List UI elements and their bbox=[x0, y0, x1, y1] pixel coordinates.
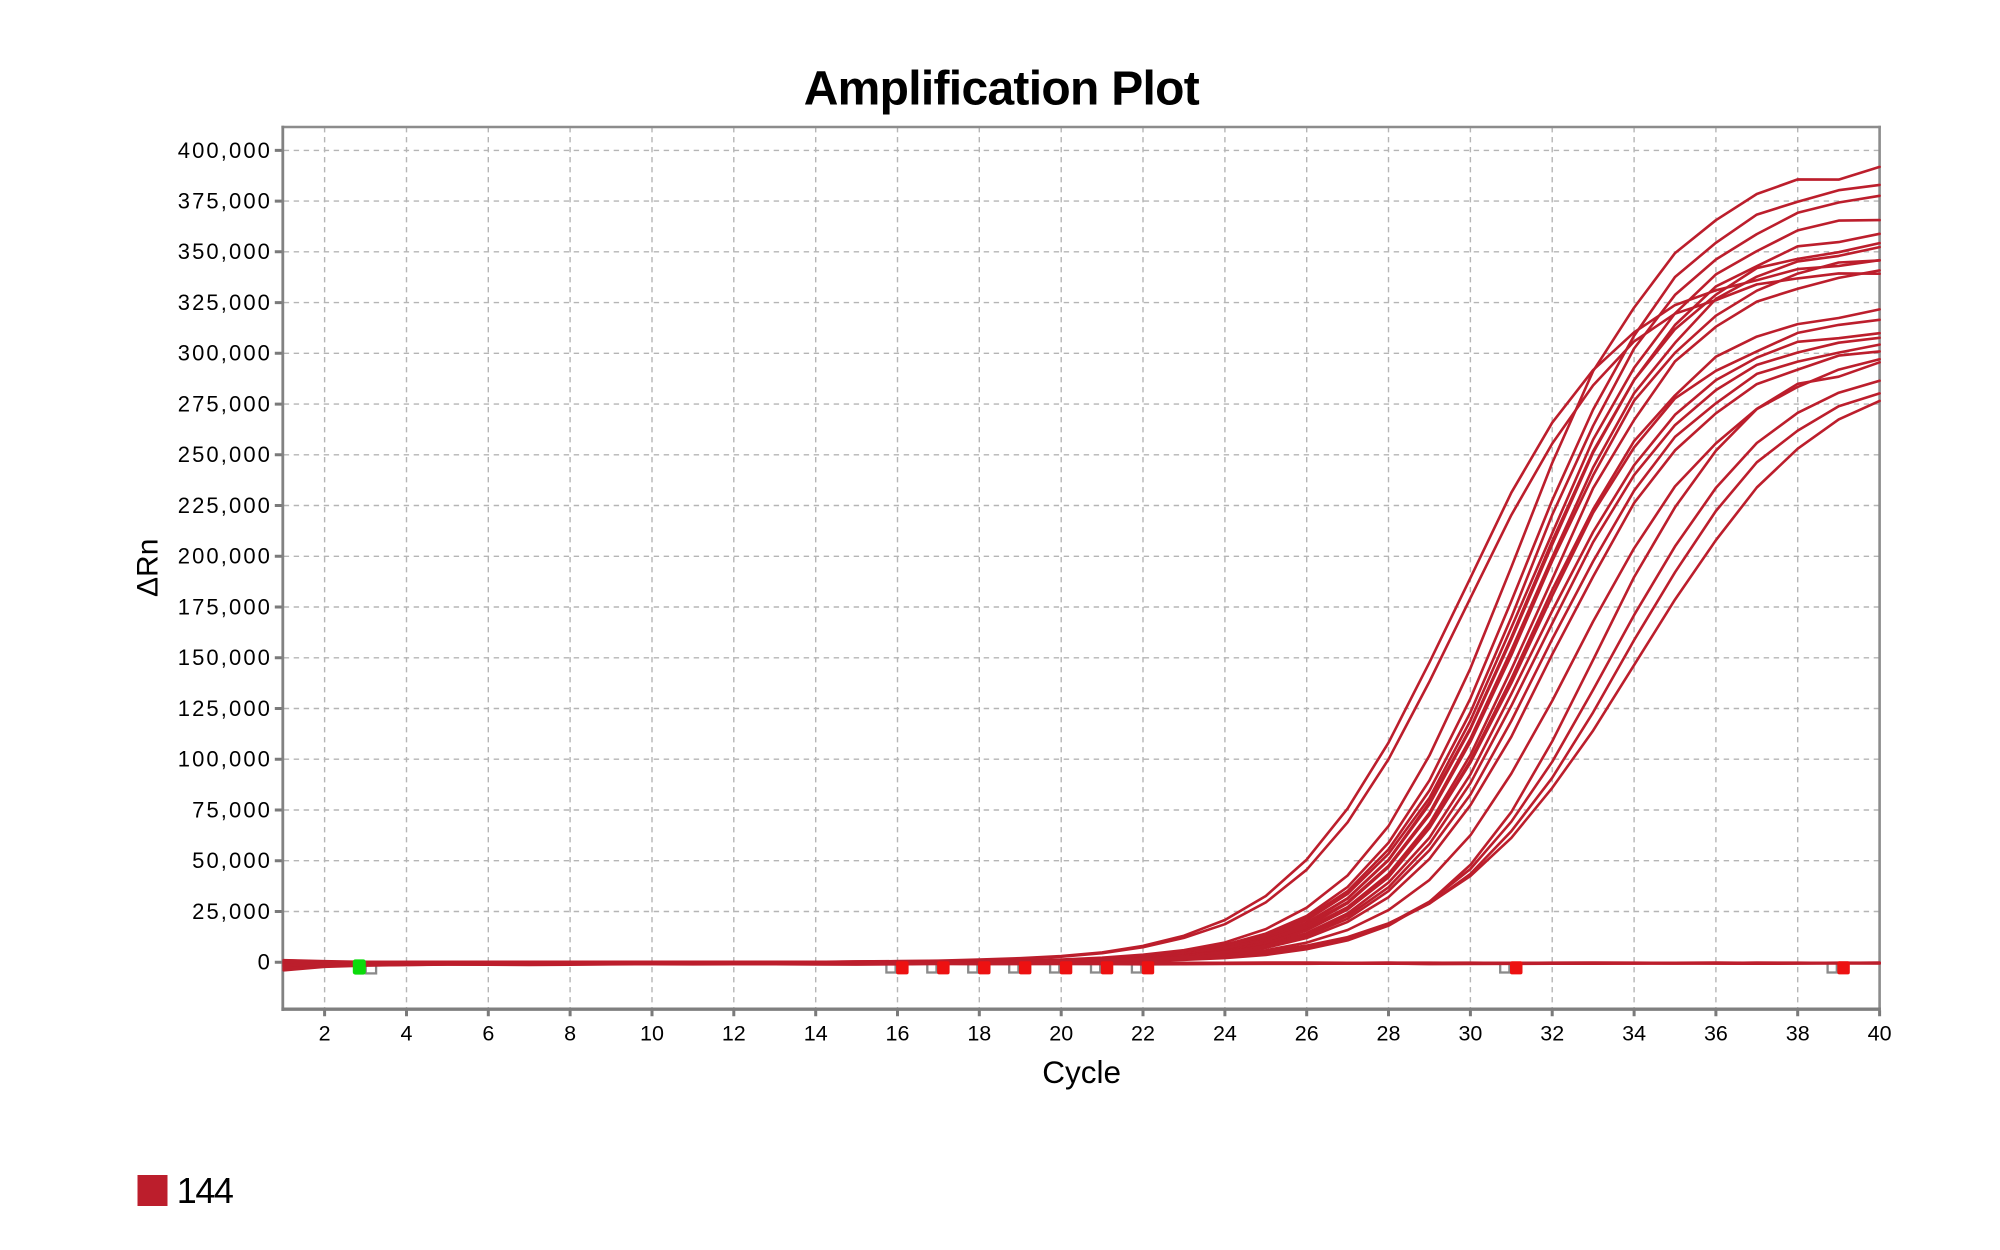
svg-text:2: 2 bbox=[319, 1022, 331, 1046]
svg-text:325,000: 325,000 bbox=[178, 290, 272, 315]
svg-text:32: 32 bbox=[1540, 1022, 1564, 1046]
svg-text:18: 18 bbox=[967, 1022, 991, 1046]
svg-text:40: 40 bbox=[1868, 1022, 1892, 1046]
svg-text:ΔRn: ΔRn bbox=[132, 539, 165, 597]
svg-text:34: 34 bbox=[1622, 1022, 1646, 1046]
svg-text:6: 6 bbox=[482, 1022, 494, 1046]
svg-text:24: 24 bbox=[1213, 1022, 1237, 1046]
svg-text:75,000: 75,000 bbox=[192, 797, 272, 822]
svg-text:100,000: 100,000 bbox=[178, 747, 272, 772]
svg-text:144: 144 bbox=[177, 1170, 233, 1211]
svg-text:20: 20 bbox=[1049, 1022, 1073, 1046]
svg-text:Cycle: Cycle bbox=[1042, 1054, 1121, 1090]
svg-text:300,000: 300,000 bbox=[178, 341, 272, 366]
svg-text:8: 8 bbox=[564, 1022, 576, 1046]
svg-text:4: 4 bbox=[401, 1022, 413, 1046]
svg-text:26: 26 bbox=[1295, 1022, 1319, 1046]
svg-text:0: 0 bbox=[258, 950, 272, 975]
svg-text:400,000: 400,000 bbox=[178, 138, 272, 163]
svg-text:125,000: 125,000 bbox=[178, 696, 272, 721]
svg-text:375,000: 375,000 bbox=[178, 189, 272, 214]
svg-text:38: 38 bbox=[1786, 1022, 1810, 1046]
svg-text:10: 10 bbox=[640, 1022, 664, 1046]
svg-text:150,000: 150,000 bbox=[178, 645, 272, 670]
svg-text:30: 30 bbox=[1458, 1022, 1482, 1046]
svg-text:12: 12 bbox=[722, 1022, 746, 1046]
svg-text:225,000: 225,000 bbox=[178, 493, 272, 518]
svg-text:50,000: 50,000 bbox=[192, 848, 272, 873]
svg-text:275,000: 275,000 bbox=[178, 392, 272, 417]
svg-text:28: 28 bbox=[1377, 1022, 1401, 1046]
svg-text:Amplification Plot: Amplification Plot bbox=[804, 63, 1200, 116]
svg-text:350,000: 350,000 bbox=[178, 239, 272, 264]
svg-text:22: 22 bbox=[1131, 1022, 1155, 1046]
svg-text:36: 36 bbox=[1704, 1022, 1728, 1046]
svg-text:25,000: 25,000 bbox=[192, 899, 272, 924]
svg-text:200,000: 200,000 bbox=[178, 544, 272, 569]
svg-text:16: 16 bbox=[886, 1022, 910, 1046]
svg-text:175,000: 175,000 bbox=[178, 594, 272, 619]
svg-text:250,000: 250,000 bbox=[178, 442, 272, 467]
svg-text:14: 14 bbox=[804, 1022, 828, 1046]
